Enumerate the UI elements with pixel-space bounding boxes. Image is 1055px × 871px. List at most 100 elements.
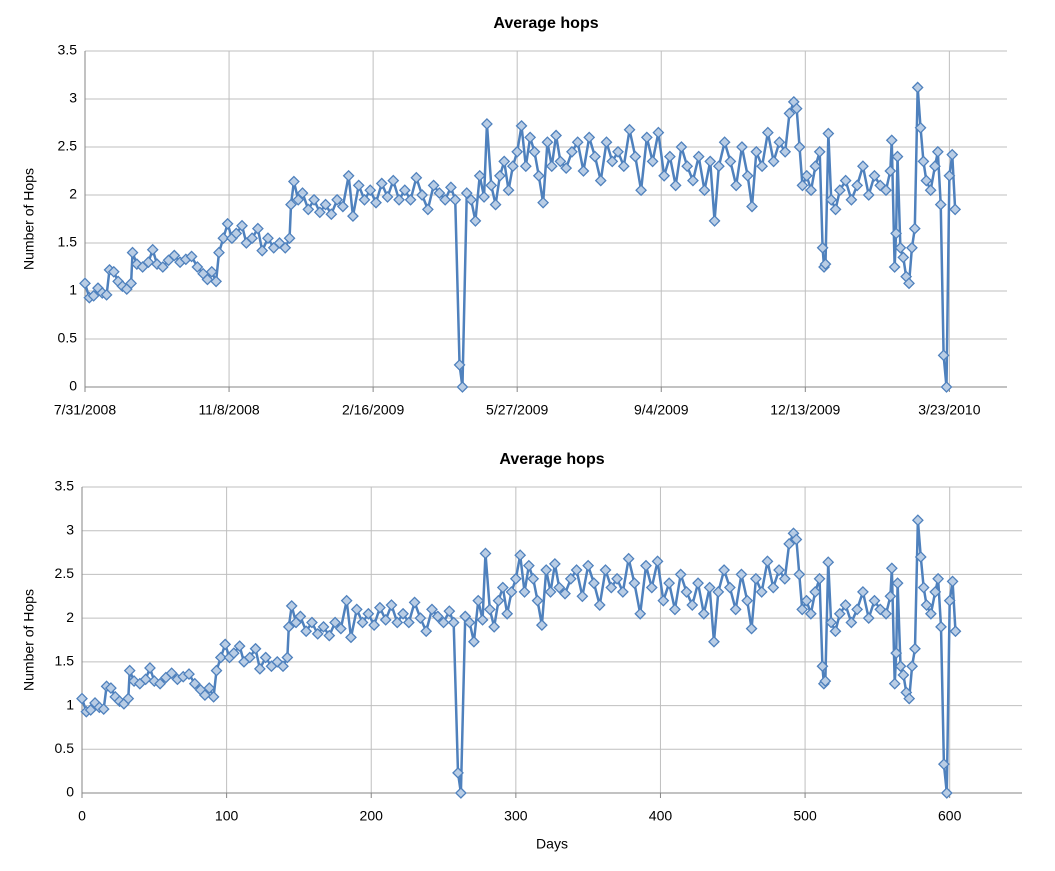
data-point bbox=[476, 613, 489, 626]
data-point bbox=[271, 655, 284, 668]
data-point bbox=[236, 219, 248, 232]
data-point bbox=[221, 217, 234, 230]
data-point bbox=[207, 690, 220, 703]
data-point bbox=[449, 193, 462, 206]
data-point bbox=[741, 594, 754, 607]
data-point bbox=[773, 564, 785, 576]
data-point bbox=[279, 241, 292, 254]
data-point bbox=[460, 187, 473, 199]
y-tick-label: 1 bbox=[66, 696, 74, 712]
data-point bbox=[779, 145, 792, 158]
data-point bbox=[635, 184, 648, 197]
data-point bbox=[793, 141, 806, 153]
y-tick-label: 2.5 bbox=[55, 565, 75, 581]
data-point bbox=[329, 616, 341, 629]
y-tick-label: 1.5 bbox=[58, 234, 78, 250]
data-point bbox=[489, 198, 502, 211]
y-tick-label: 0 bbox=[66, 784, 74, 800]
data-point bbox=[917, 155, 930, 168]
data-point bbox=[646, 155, 659, 168]
data-point bbox=[868, 169, 881, 182]
data-point bbox=[599, 564, 612, 576]
data-point bbox=[612, 145, 624, 158]
data-point bbox=[822, 127, 835, 140]
data-point bbox=[528, 145, 541, 158]
data-point bbox=[467, 635, 480, 648]
data-point bbox=[227, 647, 240, 660]
data-point bbox=[545, 160, 558, 173]
data-point bbox=[317, 620, 330, 633]
data-point bbox=[576, 590, 589, 603]
data-point bbox=[356, 616, 369, 629]
data-point bbox=[884, 165, 897, 177]
data-point bbox=[911, 81, 924, 94]
x-tick-label: 11/8/2008 bbox=[198, 402, 259, 418]
data-point bbox=[553, 581, 566, 594]
data-point bbox=[488, 620, 501, 633]
data-point bbox=[833, 184, 846, 197]
data-point bbox=[478, 191, 490, 203]
data-point bbox=[334, 622, 347, 635]
data-point bbox=[894, 660, 907, 673]
data-point bbox=[277, 660, 289, 673]
data-point bbox=[796, 179, 809, 192]
data-point bbox=[154, 677, 167, 690]
data-point bbox=[454, 787, 467, 799]
data-point bbox=[283, 232, 296, 245]
data-point bbox=[524, 131, 537, 144]
data-point bbox=[509, 572, 522, 585]
data-point bbox=[414, 612, 427, 625]
y-tick-label: 1.5 bbox=[55, 653, 75, 669]
data-point bbox=[943, 594, 956, 607]
data-point bbox=[903, 277, 915, 290]
data-point bbox=[583, 131, 596, 144]
data-point bbox=[825, 193, 838, 206]
data-point bbox=[658, 169, 671, 182]
data-point bbox=[857, 160, 869, 173]
data-point bbox=[911, 514, 924, 527]
data-point bbox=[256, 244, 269, 257]
data-point bbox=[259, 651, 272, 664]
data-point bbox=[541, 136, 554, 149]
data-point bbox=[730, 179, 743, 192]
data-point bbox=[946, 148, 959, 161]
data-point bbox=[822, 556, 835, 569]
data-point bbox=[142, 256, 155, 269]
data-point bbox=[122, 692, 135, 705]
data-point bbox=[340, 594, 353, 607]
data-point bbox=[501, 607, 514, 620]
data-point bbox=[582, 559, 595, 572]
data-point bbox=[325, 208, 338, 221]
data-point bbox=[687, 174, 699, 187]
data-point bbox=[427, 179, 440, 192]
data-point bbox=[712, 160, 725, 173]
data-point bbox=[594, 174, 607, 187]
data-point bbox=[146, 243, 159, 256]
data-point bbox=[191, 261, 204, 273]
data-point bbox=[559, 587, 571, 600]
data-point bbox=[560, 162, 573, 175]
x-tick-label: 2/16/2009 bbox=[342, 402, 404, 418]
data-point bbox=[502, 184, 515, 197]
data-point bbox=[723, 581, 736, 594]
data-point bbox=[862, 612, 875, 625]
data-point bbox=[622, 552, 635, 565]
data-point bbox=[566, 145, 578, 158]
data-point bbox=[571, 136, 584, 149]
data-point bbox=[345, 631, 357, 644]
data-point bbox=[692, 577, 704, 590]
data-point bbox=[84, 704, 97, 716]
x-tick-label: 12/13/2009 bbox=[770, 402, 840, 418]
y-tick-label: 3.5 bbox=[58, 42, 78, 58]
y-axis-label: Number of Hops bbox=[21, 168, 37, 270]
data-point bbox=[518, 585, 531, 598]
data-point bbox=[105, 682, 117, 695]
data-point bbox=[379, 613, 392, 626]
data-point bbox=[708, 635, 720, 648]
data-point bbox=[708, 215, 721, 227]
data-point bbox=[308, 193, 320, 206]
data-point bbox=[391, 616, 404, 629]
data-point bbox=[845, 616, 858, 629]
data-point bbox=[107, 265, 120, 278]
data-point bbox=[506, 160, 519, 173]
